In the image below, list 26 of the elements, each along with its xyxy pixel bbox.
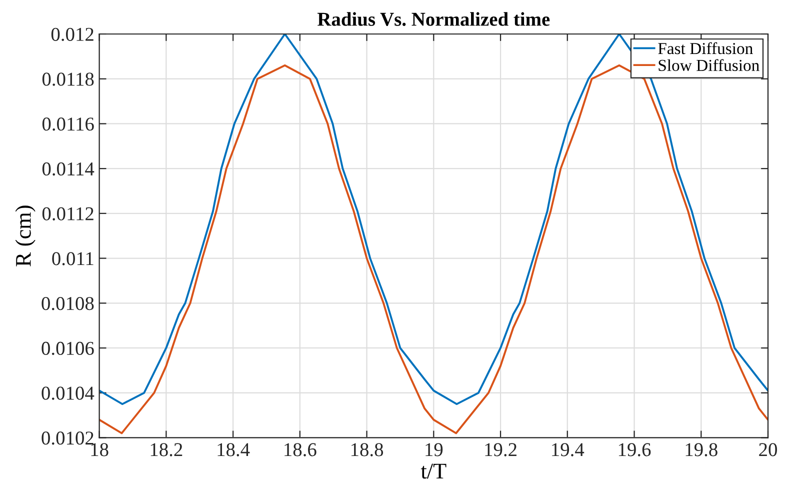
legend-label: Fast Diffusion (658, 42, 753, 54)
y-tick-label: 0.011 (52, 252, 94, 266)
y-tick-label: 0.012 (51, 28, 94, 42)
y-tick-label: 0.0104 (42, 386, 94, 400)
chart-title: Radius Vs. Normalized time (317, 12, 550, 26)
y-tick-label: 0.0102 (42, 432, 94, 445)
y-tick-label: 0.0116 (42, 118, 94, 131)
y-tick-label: 0.0108 (42, 296, 94, 310)
x-tick-label: 18.4 (218, 443, 250, 456)
x-tick-label: 19 (426, 443, 443, 456)
x-tick-label: 19.6 (618, 443, 651, 456)
y-axis-title: R (cm) (15, 206, 36, 266)
x-tick-label: 18 (91, 443, 108, 456)
x-tick-label: 19.2 (485, 443, 516, 456)
x-tick-label: 20 (759, 443, 777, 456)
y-tick-label: 0.0118 (42, 72, 94, 86)
y-tick-label: 0.0112 (42, 207, 94, 220)
x-tick-label: 18.2 (150, 443, 182, 456)
legend-label: Slow Diffusion (658, 59, 760, 72)
x-tick-label: 18.6 (284, 443, 316, 456)
x-tick-label: 19.8 (686, 443, 718, 456)
x-axis-title: t/T (420, 464, 446, 479)
y-tick-label: 0.0106 (42, 342, 94, 356)
y-tick-label: 0.0114 (42, 162, 94, 176)
x-tick-label: 18.8 (351, 443, 384, 456)
x-tick-label: 19.4 (552, 443, 584, 456)
